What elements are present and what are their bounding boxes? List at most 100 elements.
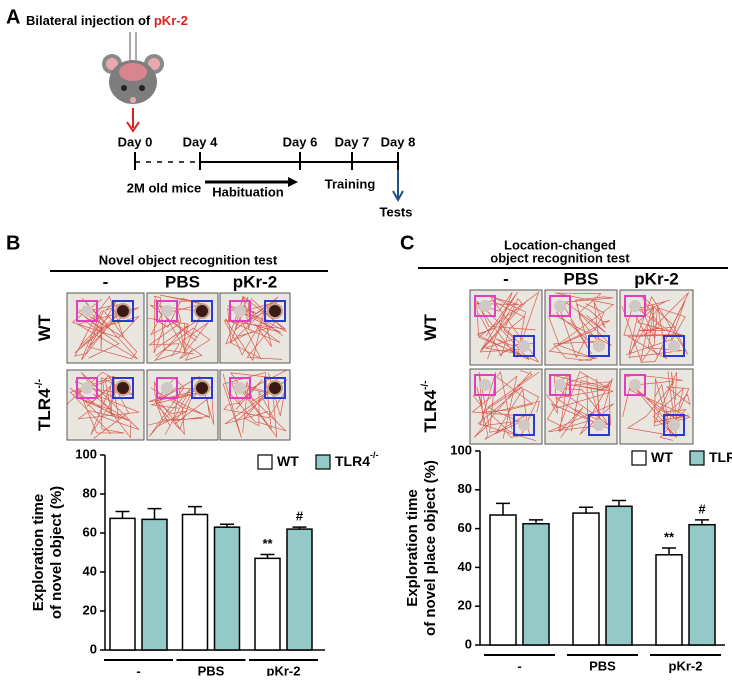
track	[548, 292, 615, 362]
row-superscript: -/-	[34, 379, 45, 388]
zone-box	[191, 377, 213, 399]
legend-swatch	[689, 450, 705, 466]
bar	[109, 517, 136, 651]
legend-swatch	[631, 450, 647, 466]
legend-swatch	[315, 454, 331, 470]
legend-label: TLR4-/-	[335, 450, 379, 468]
error-bar	[529, 519, 543, 524]
tests-label: Tests	[380, 204, 413, 219]
zone-box	[474, 374, 496, 396]
zone-box	[229, 377, 251, 399]
error-bar	[115, 510, 130, 519]
legend-name: WT	[277, 453, 299, 469]
y-tick-label: 80	[458, 481, 472, 496]
object	[554, 379, 566, 391]
object	[194, 380, 210, 396]
zone-box	[156, 300, 178, 322]
object	[267, 380, 283, 396]
zone-box	[264, 377, 286, 399]
object	[518, 419, 530, 431]
day-label: Day 0	[118, 134, 153, 149]
object	[161, 305, 173, 317]
row-label: TLR4-/-	[420, 381, 441, 433]
y-tick-label: 0	[90, 641, 97, 656]
zone-box	[112, 300, 134, 322]
zone-box	[156, 377, 178, 399]
object	[234, 382, 246, 394]
zone-box	[474, 295, 496, 317]
row-label: WT	[35, 314, 54, 341]
day-label: Day 6	[283, 134, 318, 149]
zone-box	[191, 300, 213, 322]
legend-name: TLR4	[335, 453, 370, 469]
start-note: 2M old mice	[127, 180, 201, 195]
track	[622, 371, 692, 441]
x-tick-label: -	[136, 663, 140, 676]
bar	[254, 557, 281, 651]
column-label: -	[103, 272, 109, 291]
bar	[655, 554, 683, 646]
zone-box	[76, 377, 98, 399]
object	[668, 340, 680, 352]
habituation-label: Habituation	[212, 184, 284, 199]
day-label: Day 7	[335, 134, 370, 149]
y-tick-label: 100	[450, 442, 472, 457]
significance: **	[664, 529, 675, 544]
zone-box	[588, 414, 610, 436]
error-bar	[220, 523, 234, 528]
row-label: TLR4-/-	[34, 379, 55, 431]
bar	[522, 523, 550, 646]
legend-label: WT	[277, 453, 299, 469]
y-tick-label: 60	[83, 524, 97, 539]
title-highlight: pKr-2	[154, 13, 188, 28]
y-label-line: Exploration time	[30, 494, 47, 612]
object	[479, 379, 491, 391]
object	[593, 340, 605, 352]
track	[71, 295, 140, 361]
object	[554, 300, 566, 312]
training-label: Training	[325, 176, 376, 191]
object	[194, 303, 210, 319]
row-superscript: -/-	[420, 381, 431, 390]
error-bar	[260, 553, 275, 559]
object	[629, 300, 641, 312]
bar	[286, 528, 313, 651]
bar	[572, 512, 600, 646]
error-bar	[612, 499, 626, 507]
y-tick-label: 80	[83, 485, 97, 500]
zone-box	[112, 377, 134, 399]
panel-label: B	[6, 232, 20, 254]
zone-box	[588, 335, 610, 357]
y-tick-label: 20	[83, 602, 97, 617]
y-axis-label: Exploration timeof novel object (%)	[30, 486, 65, 619]
row-name: TLR4	[35, 388, 54, 431]
y-label-line: of novel object (%)	[48, 486, 65, 619]
object	[81, 382, 93, 394]
significance: #	[698, 501, 706, 516]
y-axis-label: Exploration timeof novel place object (%…	[404, 460, 439, 636]
panel-label: C	[400, 232, 414, 254]
x-tick-label: -	[517, 658, 521, 673]
zone-box	[76, 300, 98, 322]
zone-box	[663, 335, 685, 357]
y-label-line: of novel place object (%)	[422, 460, 439, 636]
zone-box	[663, 414, 685, 436]
bar	[489, 514, 517, 646]
day-label: Day 4	[183, 134, 218, 149]
object	[81, 305, 93, 317]
row-name: WT	[421, 314, 440, 341]
row-label: WT	[421, 314, 440, 341]
column-label: -	[503, 269, 509, 288]
x-tick-label: PBS	[589, 658, 616, 673]
tests-arrowhead	[392, 190, 404, 203]
y-tick-label: 40	[458, 559, 472, 574]
zone-box	[513, 414, 535, 436]
zone-box	[549, 295, 571, 317]
object	[518, 340, 530, 352]
column-label: pKr-2	[233, 272, 277, 291]
y-label-line: Exploration time	[404, 489, 421, 607]
y-tick-label: 20	[458, 598, 472, 613]
error-bar	[147, 507, 162, 520]
panel-title: Novel object recognition test	[99, 252, 278, 267]
